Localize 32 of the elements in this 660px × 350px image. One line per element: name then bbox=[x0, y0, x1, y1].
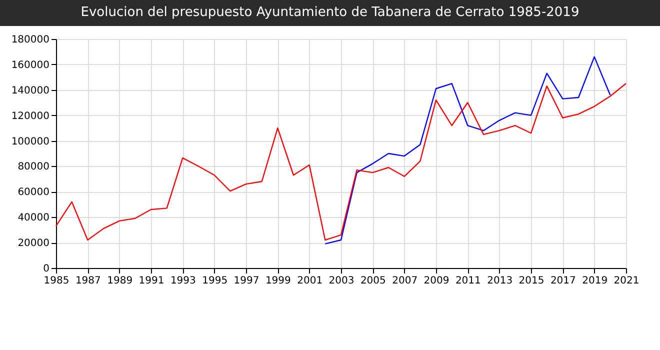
x-tick-label: 1999 bbox=[265, 276, 291, 286]
y-tick-label: 60000 bbox=[18, 187, 50, 198]
y-tick-label: 0 bbox=[43, 264, 50, 274]
x-tick-label: 1997 bbox=[234, 276, 260, 286]
x-tick-label: 2005 bbox=[360, 276, 386, 286]
line-series bbox=[55, 82, 627, 241]
x-tick-label: 1989 bbox=[107, 276, 133, 286]
x-tick-label: 1995 bbox=[202, 276, 228, 286]
y-tick-label: 160000 bbox=[11, 60, 50, 71]
x-tick-label: 2009 bbox=[424, 276, 450, 286]
x-tick-label: 1991 bbox=[138, 276, 164, 286]
x-tick-label: 1993 bbox=[170, 276, 196, 286]
x-tick-label: 2001 bbox=[297, 276, 323, 286]
x-tick-label: 1985 bbox=[44, 276, 70, 286]
y-tick-label: 100000 bbox=[11, 136, 50, 148]
x-tick-label: 1987 bbox=[75, 276, 101, 286]
chart-title: Evolucion del presupuesto Ayuntamiento de Tabanera de Cerrato 1985-2019 bbox=[0, 0, 660, 26]
x-tick-label: 2007 bbox=[392, 276, 418, 286]
x-tick-label: 2011 bbox=[455, 276, 481, 286]
x-tick-label: 2017 bbox=[550, 276, 576, 286]
y-tick-label: 20000 bbox=[18, 238, 50, 250]
x-tick-label: 2019 bbox=[582, 276, 608, 286]
y-tick-label: 140000 bbox=[11, 85, 50, 96]
y-tick-label: 120000 bbox=[11, 110, 50, 122]
y-tick-label: 40000 bbox=[18, 212, 50, 224]
x-tick-label: 2021 bbox=[614, 276, 640, 286]
line-series bbox=[324, 56, 611, 244]
y-tick-label: 180000 bbox=[11, 34, 50, 46]
x-tick-label: 2003 bbox=[328, 276, 354, 286]
y-tick-label: 80000 bbox=[18, 162, 50, 173]
x-tick-label: 2013 bbox=[487, 276, 513, 286]
x-tick-label: 2015 bbox=[518, 276, 544, 286]
